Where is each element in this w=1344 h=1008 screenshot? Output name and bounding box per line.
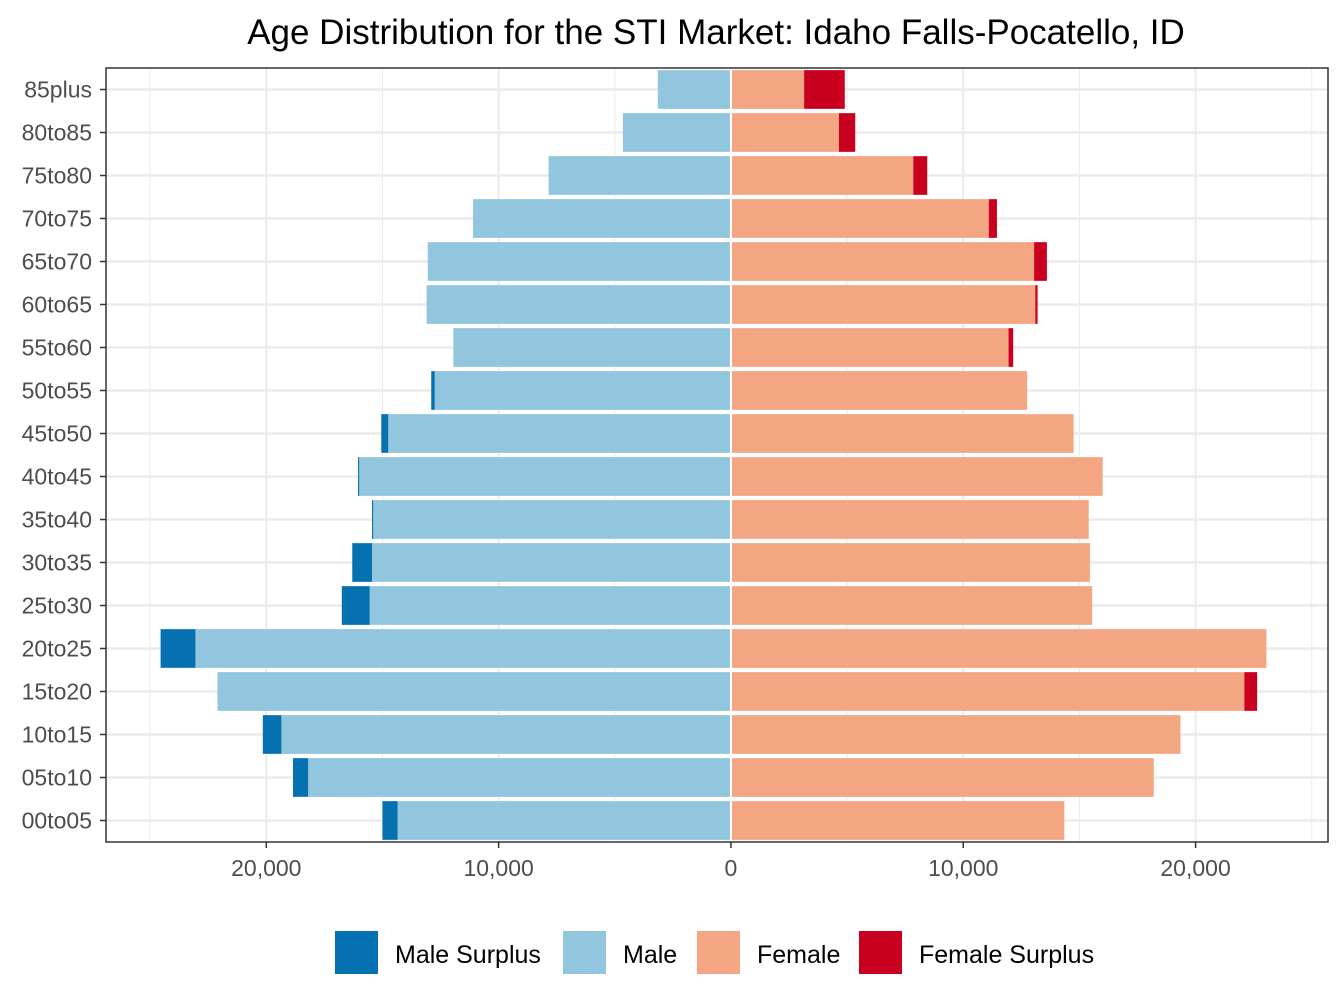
bar-female-surplus-60to65 xyxy=(1035,285,1038,324)
bar-male-80to85 xyxy=(622,113,731,152)
x-tick-label: 0 xyxy=(725,855,738,881)
bar-female-70to75 xyxy=(730,199,989,238)
bar-male-65to70 xyxy=(427,242,731,281)
bar-female-20to25 xyxy=(730,629,1267,668)
bar-female-60to65 xyxy=(730,285,1036,324)
legend-label: Male Surplus xyxy=(395,941,541,969)
legend-key-male-surplus xyxy=(335,931,378,974)
y-tick-label: 55to60 xyxy=(22,335,92,361)
y-tick-label: 25to30 xyxy=(22,593,92,619)
bar-male-surplus-30to35 xyxy=(352,543,373,582)
bar-male-surplus-35to40 xyxy=(372,500,374,539)
bar-female-surplus-15to20 xyxy=(1244,672,1258,711)
bar-male-70to75 xyxy=(473,199,731,238)
bar-female-80to85 xyxy=(730,113,839,152)
bar-female-surplus-85plus xyxy=(804,70,845,109)
x-tick-label: 20,000 xyxy=(1160,855,1230,881)
bar-female-65to70 xyxy=(730,242,1035,281)
y-tick-label: 30to35 xyxy=(22,550,92,576)
bar-male-surplus-10to15 xyxy=(262,715,282,754)
bar-male-00to05 xyxy=(397,801,731,840)
bar-male-surplus-20to25 xyxy=(160,629,196,668)
bar-male-surplus-00to05 xyxy=(382,801,398,840)
legend-key-female xyxy=(697,931,740,974)
bars xyxy=(160,68,1267,842)
bar-female-85plus xyxy=(730,70,805,109)
x-tick-label: 10,000 xyxy=(463,855,533,881)
y-tick-label: 70to75 xyxy=(22,206,92,232)
y-tick-label: 20to25 xyxy=(22,636,92,662)
chart-title: Age Distribution for the STI Market: Ida… xyxy=(247,13,1185,52)
bar-female-surplus-75to80 xyxy=(913,156,928,195)
y-tick-label: 80to85 xyxy=(22,120,92,146)
bar-female-25to30 xyxy=(730,586,1093,625)
bar-male-surplus-45to50 xyxy=(381,414,389,453)
legend-label: Male xyxy=(623,941,677,969)
bar-female-45to50 xyxy=(730,414,1074,453)
bar-female-surplus-70to75 xyxy=(988,199,997,238)
bar-male-05to10 xyxy=(308,758,731,797)
y-tick-label: 50to55 xyxy=(22,378,92,404)
bar-male-20to25 xyxy=(195,629,731,668)
bar-male-60to65 xyxy=(426,285,731,324)
legend-key-male xyxy=(563,931,606,974)
bar-female-75to80 xyxy=(730,156,914,195)
y-tick-label: 60to65 xyxy=(22,292,92,318)
y-tick-label: 85plus xyxy=(24,77,92,103)
legend-key-female-surplus xyxy=(859,931,902,974)
x-axis: 20,000 10,000 0 10,000 20,000 xyxy=(231,842,1231,881)
bar-female-10to15 xyxy=(730,715,1181,754)
y-tick-label: 40to45 xyxy=(22,464,92,490)
x-tick-label: 10,000 xyxy=(928,855,998,881)
bar-male-30to35 xyxy=(372,543,731,582)
bar-male-10to15 xyxy=(281,715,731,754)
bar-male-45to50 xyxy=(388,414,731,453)
bar-female-40to45 xyxy=(730,457,1103,496)
bar-female-surplus-80to85 xyxy=(838,113,856,152)
y-axis: 00to05 05to10 10to15 15to20 20to25 25to30 30to… xyxy=(22,77,106,834)
bar-female-00to05 xyxy=(730,801,1065,840)
bar-female-05to10 xyxy=(730,758,1154,797)
bar-female-50to55 xyxy=(730,371,1028,410)
bar-male-35to40 xyxy=(373,500,731,539)
bar-female-surplus-65to70 xyxy=(1034,242,1047,281)
bar-female-surplus-55to60 xyxy=(1008,328,1014,367)
x-tick-label: 20,000 xyxy=(231,855,301,881)
y-tick-label: 05to10 xyxy=(22,765,92,791)
y-tick-label: 15to20 xyxy=(22,679,92,705)
bar-male-surplus-25to30 xyxy=(341,586,370,625)
legend: Male Surplus Male Female Female Surplus xyxy=(335,931,1094,974)
y-tick-label: 10to15 xyxy=(22,722,92,748)
bar-female-30to35 xyxy=(730,543,1090,582)
bar-male-15to20 xyxy=(217,672,731,711)
bar-female-15to20 xyxy=(730,672,1245,711)
y-tick-label: 75to80 xyxy=(22,163,92,189)
y-tick-label: 00to05 xyxy=(22,808,92,834)
bar-female-55to60 xyxy=(730,328,1009,367)
bar-male-surplus-40to45 xyxy=(358,457,360,496)
bar-male-55to60 xyxy=(453,328,731,367)
bar-male-40to45 xyxy=(359,457,731,496)
bar-male-85plus xyxy=(657,70,731,109)
y-tick-label: 35to40 xyxy=(22,507,92,533)
panel-border xyxy=(105,67,1329,843)
bar-male-surplus-50to55 xyxy=(431,371,435,410)
bar-male-50to55 xyxy=(434,371,731,410)
bar-male-25to30 xyxy=(369,586,731,625)
legend-label: Female xyxy=(757,941,840,969)
bar-male-surplus-05to10 xyxy=(293,758,309,797)
bar-female-35to40 xyxy=(730,500,1089,539)
bar-male-75to80 xyxy=(548,156,731,195)
y-tick-label: 45to50 xyxy=(22,421,92,447)
legend-label: Female Surplus xyxy=(919,941,1094,969)
y-tick-label: 65to70 xyxy=(22,249,92,275)
